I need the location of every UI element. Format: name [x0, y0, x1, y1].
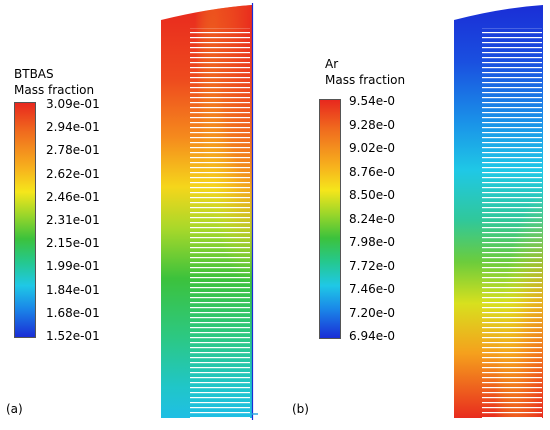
- panel-a-wafer-lines: [190, 28, 250, 418]
- legend-a-title-quantity: Mass fraction: [14, 83, 95, 97]
- panel-b-wafer-lines: [482, 28, 542, 418]
- legend-a-tick-label: 2.94e-01: [46, 120, 100, 135]
- panel-a-contour: [161, 5, 252, 418]
- legend-a-tick-label: 3.09e-01: [46, 97, 100, 111]
- legend-b-tick-label: 6.94e-0: [349, 329, 396, 343]
- legend-b-title-quantity: Mass fraction: [325, 73, 406, 87]
- legend-a-tick-label: 1.68e-01: [46, 305, 100, 320]
- panel-b-label: (b): [292, 402, 309, 416]
- legend-b-tick-label: 8.50e-0: [349, 188, 396, 202]
- legend-a-tick-label: 2.15e-01: [46, 236, 100, 251]
- legend-a-title-species: BTBAS: [14, 67, 54, 81]
- legend-b-tick-label: 7.72e-0: [349, 258, 396, 273]
- legend-b-tick-label: 7.98e-0: [349, 235, 396, 249]
- legend-a-colorbar: [14, 102, 36, 338]
- panel-a-label: (a): [6, 402, 23, 416]
- legend-a-tick-label: 2.31e-01: [46, 213, 100, 227]
- legend-a-tick-label: 1.84e-01: [46, 282, 100, 297]
- legend-b-title-species: Ar: [325, 57, 339, 71]
- legend-b-tick-label: 7.46e-0: [349, 282, 396, 296]
- legend-b-colorbar: [319, 99, 341, 339]
- legend-b-tick-label: 8.76e-0: [349, 164, 396, 179]
- legend-b-tick-label: 7.20e-0: [349, 305, 396, 320]
- legend-b-tick-label: 8.24e-0: [349, 211, 396, 226]
- legend-a-tick-label: 2.46e-01: [46, 189, 100, 204]
- legend-a-tick-label: 1.52e-01: [46, 329, 100, 343]
- legend-b-tick-label: 9.28e-0: [349, 117, 396, 132]
- legend-b-tick-label: 9.02e-0: [349, 141, 396, 155]
- panel-b-contour: [454, 5, 543, 418]
- legend-a-tick-label: 1.99e-01: [46, 259, 100, 274]
- legend-a-tick-label: 2.62e-01: [46, 166, 100, 181]
- legend-b-tick-label: 9.54e-0: [349, 94, 396, 108]
- legend-a-tick-label: 2.78e-01: [46, 143, 100, 158]
